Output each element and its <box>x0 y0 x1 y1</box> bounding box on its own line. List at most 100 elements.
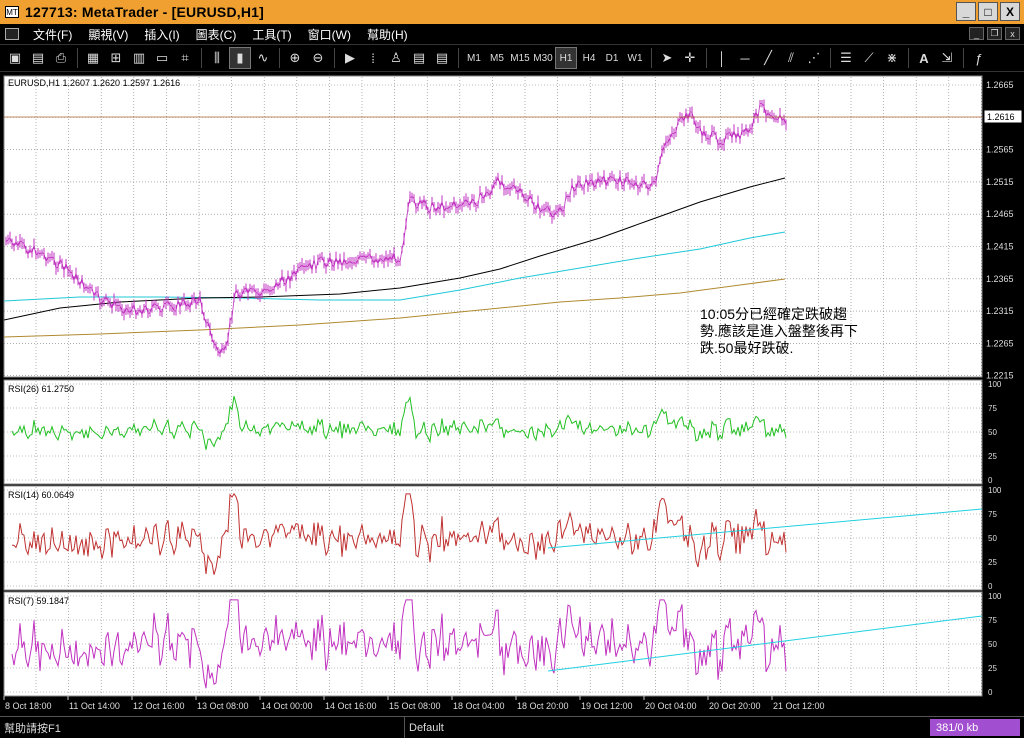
time-label: 20 Oct 04:00 <box>645 701 697 711</box>
time-label: 11 Oct 14:00 <box>69 701 120 711</box>
menu-bar: 文件(F) 顯視(V) 插入(I) 圖表(C) 工具(T) 窗口(W) 幫助(H… <box>0 24 1024 44</box>
current-price-marker <box>983 109 1023 124</box>
chart-shift-icon[interactable]: ⁞ <box>371 50 375 66</box>
vertical-line-icon[interactable]: │ <box>717 50 727 66</box>
rsi-level-tick: 0 <box>988 688 993 697</box>
market-watch-icon[interactable]: ▦ <box>86 50 100 65</box>
candlestick-icon[interactable]: ▮ <box>229 47 251 69</box>
menu-tools[interactable]: 工具(T) <box>252 27 292 42</box>
timeframe-m15[interactable]: M15 <box>510 52 530 64</box>
help-hint: 幫助請按F1 <box>4 722 61 735</box>
time-label: 12 Oct 16:00 <box>133 701 185 711</box>
rsi7-trendline[interactable] <box>547 615 983 672</box>
periods-icon[interactable]: ▤ <box>435 50 449 65</box>
minimize-button[interactable]: _ <box>956 2 976 21</box>
price-panel[interactable]: EURUSD,H1 1.2607 1.2620 1.2597 1.2616 1.… <box>3 75 1023 381</box>
strategy-tester-icon[interactable]: ⌗ <box>181 50 189 65</box>
rsi26-label: RSI(26) 61.2750 <box>8 384 74 394</box>
gann-fan-icon[interactable]: ⋰ <box>807 50 821 65</box>
rsi-level-tick: 75 <box>988 404 997 413</box>
timeframe-h1[interactable]: H1 <box>555 47 577 69</box>
ma-slow-line <box>3 278 786 338</box>
timeframe-h4[interactable]: H4 <box>582 52 596 64</box>
rsi-level-tick: 75 <box>988 510 997 519</box>
price-tick: 1.2565 <box>986 145 1014 155</box>
fibonacci-fan-icon[interactable]: ⟋ <box>864 50 874 65</box>
terminal-icon[interactable]: ▭ <box>155 50 169 65</box>
window-title: 127713: MetaTrader - [EURUSD,H1] <box>25 4 265 20</box>
fibonacci-icon[interactable]: ☰ <box>840 50 852 65</box>
menu-charts[interactable]: 圖表(C) <box>195 27 237 42</box>
rsi-level-tick: 75 <box>988 616 997 625</box>
data-window-icon[interactable]: ⊞ <box>110 50 122 65</box>
rsi-level-tick: 50 <box>988 534 997 543</box>
menu-help[interactable]: 幫助(H) <box>366 27 408 42</box>
time-label: 13 Oct 08:00 <box>197 701 249 711</box>
rsi14-trendline[interactable] <box>547 508 983 549</box>
annotation-text: 10:05分已經確定跌破趨 勢.應該是進入盤整後再下 跌.50最好跌破. <box>700 306 858 356</box>
print-icon[interactable]: ⎙ <box>55 50 67 65</box>
annotation-line-1: 10:05分已經確定跌破趨 <box>700 306 847 322</box>
new-chart-icon[interactable]: ▣ <box>8 50 22 65</box>
line-chart-icon[interactable]: ∿ <box>257 50 269 65</box>
gann-grid-icon[interactable]: ⋇ <box>886 50 898 65</box>
templates-icon[interactable]: ▤ <box>412 50 426 65</box>
timeframe-m5[interactable]: M5 <box>490 52 504 64</box>
price-tick: 1.2215 <box>986 371 1014 381</box>
rsi-line <box>11 492 787 575</box>
expert-advisors-icon[interactable]: ƒ <box>975 50 983 66</box>
zoom-out-icon[interactable]: ⊖ <box>312 50 324 65</box>
timeframe-m1[interactable]: M1 <box>467 52 481 64</box>
timeframe-m30[interactable]: M30 <box>533 52 553 64</box>
time-label: 18 Oct 20:00 <box>517 701 569 711</box>
rsi14-label: RSI(14) 60.0649 <box>8 490 74 500</box>
profile-name[interactable]: Default <box>404 717 834 738</box>
trendline-icon[interactable]: ╱ <box>764 50 772 65</box>
close-button[interactable]: X <box>1000 2 1020 21</box>
autoscroll-icon[interactable]: ▶ <box>345 50 355 65</box>
timeframe-d1[interactable]: D1 <box>605 52 619 64</box>
maximize-button[interactable]: □ <box>978 2 998 21</box>
save-icon[interactable]: ▤ <box>31 50 45 65</box>
bar-chart-icon[interactable]: ⫼ <box>214 50 220 65</box>
mdi-minimize-icon[interactable]: _ <box>969 27 984 40</box>
time-label: 20 Oct 20:00 <box>709 701 761 711</box>
status-bar: 幫助請按F1 Default 381/0 kb <box>0 716 1024 738</box>
chart-area[interactable]: EURUSD,H1 1.2607 1.2620 1.2597 1.2616 1.… <box>0 72 1024 716</box>
rsi26-panel[interactable]: RSI(26) 61.2750 100 75 50 25 0 <box>3 379 1002 485</box>
document-icon[interactable] <box>5 28 19 40</box>
mdi-close-icon[interactable]: x <box>1005 27 1020 40</box>
timeframe-w1[interactable]: W1 <box>627 52 643 64</box>
time-label: 14 Oct 00:00 <box>261 701 313 711</box>
price-line <box>5 102 787 355</box>
horizontal-line-icon[interactable]: ─ <box>740 50 750 66</box>
menu-file[interactable]: 文件(F) <box>33 27 73 42</box>
cursor-icon[interactable]: ➤ <box>661 50 673 65</box>
rsi-level-tick: 25 <box>988 558 997 567</box>
crosshair-icon[interactable]: ✛ <box>684 50 696 65</box>
symbol-label: EURUSD,H1 1.2607 1.2620 1.2597 1.2616 <box>8 78 180 88</box>
menu-view[interactable]: 顯視(V) <box>88 27 129 42</box>
menu-insert[interactable]: 插入(I) <box>144 27 180 42</box>
arrows-icon[interactable]: ⇲ <box>941 50 953 65</box>
rsi-level-tick: 50 <box>988 428 997 437</box>
rsi-level-tick: 100 <box>988 592 1002 601</box>
time-label: 8 Oct 18:00 <box>5 701 52 711</box>
time-label: 15 Oct 08:00 <box>389 701 441 711</box>
menu-window[interactable]: 窗口(W) <box>307 27 351 42</box>
rsi14-panel[interactable]: RSI(14) 60.0649 100 75 50 25 0 <box>3 485 1002 591</box>
text-icon[interactable]: A <box>919 50 929 66</box>
traffic-counter: 381/0 kb <box>930 719 1020 736</box>
mdi-restore-icon[interactable]: ❐ <box>987 27 1002 40</box>
time-label: 21 Oct 12:00 <box>773 701 825 711</box>
rsi-level-tick: 25 <box>988 452 997 461</box>
rsi-level-tick: 100 <box>988 486 1002 495</box>
rsi-line <box>11 599 787 689</box>
channel-icon[interactable]: ⫽ <box>788 50 794 65</box>
navigator-icon[interactable]: ▥ <box>132 50 146 65</box>
rsi7-panel[interactable]: RSI(7) 59.1847 100 75 50 25 0 <box>3 591 1002 697</box>
indicators-icon[interactable]: ♙ <box>390 50 402 65</box>
price-tick: 1.2415 <box>986 242 1014 252</box>
zoom-in-icon[interactable]: ⊕ <box>289 50 301 65</box>
rsi-level-tick: 50 <box>988 640 997 649</box>
